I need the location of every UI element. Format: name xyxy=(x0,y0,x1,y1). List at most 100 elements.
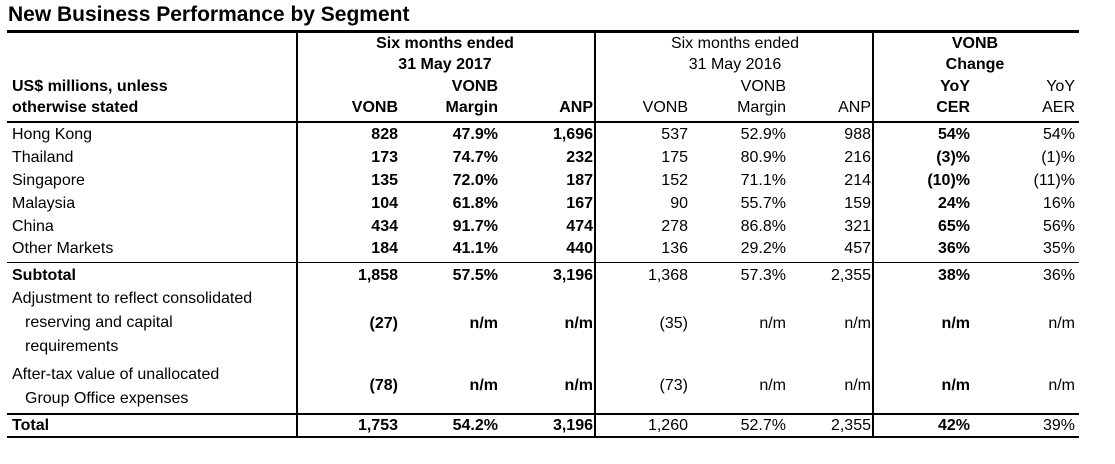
cell-anp-2017: 1,696 xyxy=(552,126,593,143)
cell-margin-2017: 91.7% xyxy=(452,218,498,235)
change-header-line1: VONB xyxy=(951,35,999,52)
cell-margin-2016: 71.1% xyxy=(740,172,786,189)
cell-yoy-cer: 24% xyxy=(937,195,970,212)
cell-vonb-2016: 90 xyxy=(670,195,688,212)
cell-yoy-aer: 36% xyxy=(1042,267,1075,284)
cell-anp-2016: 214 xyxy=(844,172,871,189)
cell-yoy-cer: n/m xyxy=(941,315,970,332)
title-underline xyxy=(7,30,1079,33)
header-rule xyxy=(7,121,1079,123)
row-label: After-tax value of unallocated xyxy=(12,366,220,383)
cell-anp-2016: 988 xyxy=(844,126,871,143)
cell-anp-2017: 187 xyxy=(566,172,593,189)
cell-anp-2017: 3,196 xyxy=(552,417,593,434)
cell-vonb-2016: 175 xyxy=(661,149,688,166)
cell-yoy-aer: n/m xyxy=(1048,315,1075,332)
cell-margin-2017: n/m xyxy=(469,377,498,394)
cell-vonb-2017: 184 xyxy=(371,240,398,257)
col-header-margin-2017: Margin xyxy=(445,99,498,116)
cell-margin-2017: n/m xyxy=(469,315,498,332)
row-label-continued: reserving and capital xyxy=(25,314,173,331)
cell-vonb-2016: 537 xyxy=(661,126,688,143)
cell-margin-2017: 72.0% xyxy=(452,172,498,189)
col-header-cer: CER xyxy=(936,99,970,116)
total-bottom-rule xyxy=(7,436,1079,438)
cell-yoy-cer: 65% xyxy=(937,218,970,235)
cell-anp-2016: 2,355 xyxy=(830,267,871,284)
cell-anp-2017: 167 xyxy=(566,195,593,212)
cell-margin-2016: 57.3% xyxy=(740,267,786,284)
cell-margin-2016: 55.7% xyxy=(740,195,786,212)
group-header-2017-line1: Six months ended xyxy=(376,35,514,52)
row-label: China xyxy=(12,218,54,235)
header-yoy-aer-top: YoY xyxy=(1046,78,1075,95)
row-label: Subtotal xyxy=(12,267,76,284)
cell-yoy-aer: 35% xyxy=(1042,240,1075,257)
cell-vonb-2017: 1,753 xyxy=(357,417,398,434)
cell-yoy-aer: (11)% xyxy=(1033,172,1076,189)
section-rule xyxy=(7,262,1079,263)
cell-margin-2017: 74.7% xyxy=(452,149,498,166)
header-vonb-top-2016: VONB xyxy=(740,78,786,95)
divider-2017 xyxy=(594,32,596,438)
cell-anp-2017: 232 xyxy=(566,149,593,166)
cell-anp-2017: 474 xyxy=(566,218,593,235)
cell-vonb-2016: 1,368 xyxy=(647,267,688,284)
row-label: Hong Kong xyxy=(12,126,93,143)
col-header-vonb-2017: VONB xyxy=(351,99,398,116)
col-header-anp-2016: ANP xyxy=(838,99,871,116)
cell-vonb-2016: (73) xyxy=(659,377,688,394)
cell-yoy-cer: 42% xyxy=(937,417,970,434)
cell-vonb-2017: 1,858 xyxy=(357,267,398,284)
cell-yoy-aer: 54% xyxy=(1042,126,1075,143)
row-label: Adjustment to reflect consolidated xyxy=(12,290,253,307)
cell-vonb-2016: 278 xyxy=(661,218,688,235)
cell-margin-2016: 80.9% xyxy=(740,149,786,166)
cell-vonb-2017: 173 xyxy=(371,149,398,166)
cell-yoy-cer: (10)% xyxy=(927,172,970,189)
cell-yoy-cer: n/m xyxy=(941,377,970,394)
cell-yoy-cer: (3)% xyxy=(936,149,970,166)
cell-margin-2017: 41.1% xyxy=(452,240,498,257)
stub-header-line2: otherwise stated xyxy=(12,99,139,116)
cell-yoy-aer: 56% xyxy=(1042,218,1075,235)
cell-yoy-aer: 39% xyxy=(1042,417,1075,434)
row-label: Malaysia xyxy=(12,195,76,212)
cell-margin-2016: n/m xyxy=(759,377,786,394)
cell-margin-2016: 52.7% xyxy=(740,417,786,434)
cell-vonb-2016: 136 xyxy=(661,240,688,257)
cell-yoy-cer: 36% xyxy=(937,240,970,257)
cell-vonb-2017: (78) xyxy=(369,377,398,394)
page-title: New Business Performance by Segment xyxy=(8,3,410,26)
cell-margin-2017: 54.2% xyxy=(452,417,498,434)
cell-yoy-cer: 54% xyxy=(937,126,970,143)
cell-margin-2017: 47.9% xyxy=(452,126,498,143)
cell-margin-2017: 61.8% xyxy=(452,195,498,212)
row-label: Total xyxy=(12,417,50,434)
cell-anp-2017: n/m xyxy=(564,377,593,394)
cell-margin-2016: 52.9% xyxy=(740,126,786,143)
group-header-2016-line2: 31 May 2016 xyxy=(688,56,782,73)
cell-anp-2016: 159 xyxy=(844,195,871,212)
cell-vonb-2016: (35) xyxy=(659,315,688,332)
cell-vonb-2017: 135 xyxy=(371,172,398,189)
cell-anp-2016: 2,355 xyxy=(830,417,871,434)
cell-vonb-2017: 828 xyxy=(371,126,398,143)
row-label-continued: Group Office expenses xyxy=(25,390,189,407)
cell-anp-2017: 440 xyxy=(566,240,593,257)
cell-vonb-2016: 1,260 xyxy=(647,417,688,434)
change-header-line2: Change xyxy=(945,56,1005,73)
cell-vonb-2017: 434 xyxy=(371,218,398,235)
group-header-2017-line2: 31 May 2017 xyxy=(398,56,492,73)
cell-vonb-2017: 104 xyxy=(371,195,398,212)
total-top-rule xyxy=(7,413,1079,415)
row-label: Singapore xyxy=(12,172,85,189)
stub-header-line1: US$ millions, unless xyxy=(12,78,168,95)
cell-yoy-aer: n/m xyxy=(1048,377,1075,394)
cell-anp-2016: 216 xyxy=(844,149,871,166)
cell-anp-2016: n/m xyxy=(844,315,871,332)
row-label-continued: requirements xyxy=(25,338,119,355)
row-label: Other Markets xyxy=(12,240,114,257)
cell-yoy-aer: (1)% xyxy=(1041,149,1075,166)
cell-anp-2017: n/m xyxy=(564,315,593,332)
